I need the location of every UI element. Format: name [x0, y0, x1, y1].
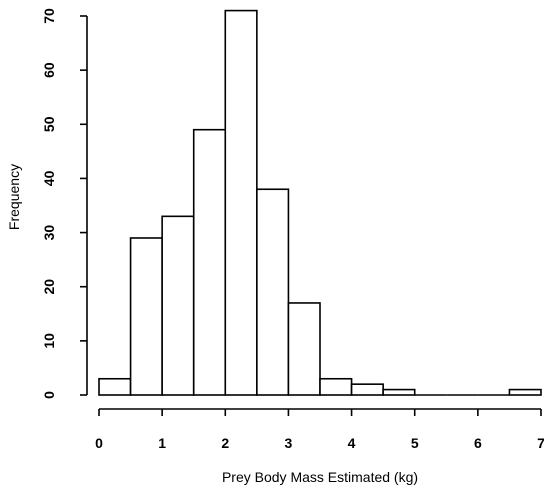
- x-tick-label: 2: [221, 435, 229, 451]
- y-tick-label: 40: [41, 170, 57, 186]
- histogram-bar: [508, 388, 542, 396]
- y-tick-label: 70: [41, 8, 57, 24]
- x-tick-label: 3: [285, 435, 293, 451]
- histogram-bar: [161, 215, 195, 396]
- y-tick-label: 20: [41, 279, 57, 295]
- y-axis: 0 10 20 30 40 50 60 70: [41, 8, 88, 399]
- histogram-bar: [129, 237, 163, 396]
- histogram-bar: [98, 377, 132, 396]
- x-axis: 0 1 2 3 4 5 6 7: [95, 408, 544, 451]
- histogram-bar: [287, 302, 321, 396]
- y-tick-label: 50: [41, 116, 57, 132]
- histogram-bar: [382, 388, 416, 396]
- histogram-bar: [319, 377, 353, 396]
- histogram-bar: [224, 9, 258, 396]
- x-axis-title: Prey Body Mass Estimated (kg): [222, 469, 418, 485]
- x-tick-label: 5: [411, 435, 419, 451]
- x-tick-label: 1: [158, 435, 166, 451]
- histogram-bar: [192, 128, 227, 396]
- y-tick-label: 10: [41, 333, 57, 349]
- y-tick-label: 30: [41, 225, 57, 241]
- histogram-bar: [256, 188, 290, 396]
- y-tick-label: 60: [41, 62, 57, 78]
- y-tick-label: 0: [41, 391, 57, 399]
- histogram-bar: [350, 383, 384, 396]
- x-tick-label: 7: [537, 435, 544, 451]
- x-tick-label: 0: [95, 435, 103, 451]
- x-tick-label: 6: [474, 435, 482, 451]
- x-tick-label: 4: [348, 435, 356, 451]
- y-axis-title: Frequency: [6, 164, 22, 230]
- histogram-bars: [98, 9, 542, 396]
